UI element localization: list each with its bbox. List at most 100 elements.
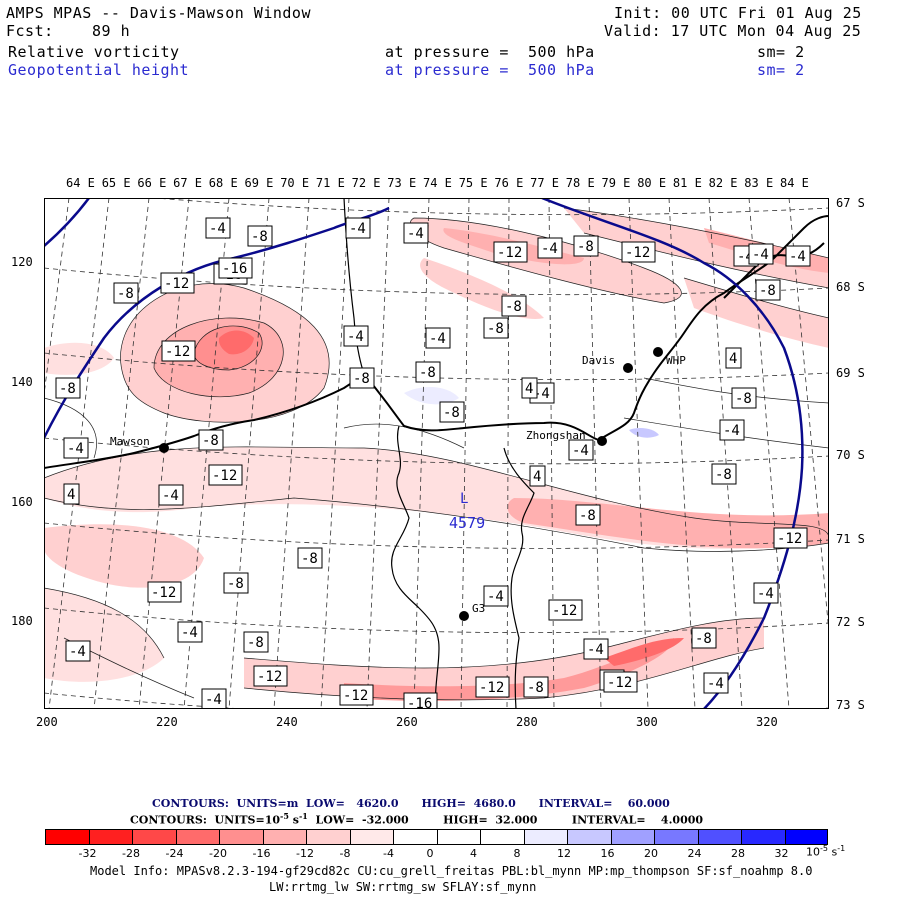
vorticity-contour-label-text: -8 — [227, 576, 244, 592]
vorticity-contour-label: -8 — [755, 279, 781, 301]
vorticity-contour-label-text: -4 — [181, 625, 198, 641]
colorbar-swatch — [132, 829, 176, 845]
x-tick-label: 280 — [516, 715, 538, 729]
vorticity-contour-label: -4 — [158, 484, 184, 506]
vorticity-contour-label-text: -8 — [505, 299, 522, 315]
vorticity-contour-label-text: -8 — [59, 381, 76, 397]
y-tick-label: 180 — [11, 614, 33, 628]
vorticity-contour-label-text: -8 — [695, 631, 712, 647]
vorticity-contour-label-text: -12 — [479, 680, 504, 696]
colorbar-tick-label: 8 — [513, 847, 521, 860]
longitude-tick-label: 78 E — [565, 176, 595, 190]
geopotential-height-contours — [44, 198, 804, 709]
vorticity-contour-label: -4 — [719, 419, 745, 441]
valid-time: Valid: 17 UTC Mon 04 Aug 25 — [604, 22, 862, 40]
vorticity-contour-label-text: -12 — [552, 603, 577, 619]
longitude-tick-label: 81 E — [672, 176, 702, 190]
colorbar-swatch — [306, 829, 350, 845]
colorbar-unit-base: 10 — [806, 845, 820, 859]
plot-title: AMPS MPAS -- Davis-Mawson Window — [6, 4, 311, 22]
x-tick-label: 320 — [756, 715, 778, 729]
colorbar-tick-label: 4 — [470, 847, 477, 860]
vorticity-contour-label: -12 — [208, 464, 243, 486]
vorticity-contour-label-text: -4 — [429, 331, 446, 347]
vorticity-contour-label-text: 4 — [67, 487, 75, 503]
vorticity-contour-label-text: -8 — [577, 239, 594, 255]
forecast-label: Fcst: — [6, 22, 54, 40]
colorbar-tick-label: 28 — [731, 847, 745, 860]
colorbar-tick-label: 12 — [557, 847, 571, 860]
low-center-value: 4579 — [449, 514, 485, 532]
longitude-tick-label: 84 E — [780, 176, 809, 190]
colorbar-swatch — [697, 829, 741, 845]
vorticity-contour-label-text: -4 — [541, 241, 558, 257]
colorbar-tick-label: 20 — [644, 847, 658, 860]
vorticity-contour-label-text: -4 — [757, 586, 774, 602]
vorticity-contour-label-text: -8 — [735, 391, 752, 407]
longitude-tick-label: 79 E — [601, 176, 631, 190]
colorbar-swatch — [480, 829, 524, 845]
vorticity-contour-label-text: 4 — [533, 469, 541, 485]
vorticity-contour-label: -4 — [201, 688, 227, 709]
vorticity-contour-label-text: -8 — [202, 433, 219, 449]
vorticity-contour-label-text: -4 — [723, 423, 740, 439]
forecast-hour: 89 h — [92, 22, 131, 40]
vorticity-contour-label: -8 — [711, 463, 737, 485]
longitude-tick-label: 72 E — [351, 176, 381, 190]
station-g3-marker — [459, 611, 469, 621]
vorticity-contour-label-text: -12 — [343, 688, 368, 704]
vorticity-contour-label-text: -4 — [752, 247, 769, 263]
vorticity-contour-label: -8 — [439, 401, 465, 423]
longitude-tick-label: 69 E — [244, 176, 274, 190]
longitude-tick-label: 68 E — [208, 176, 238, 190]
longitude-tick-label: 64 E — [66, 176, 95, 190]
vorticity-contour-label: -8 — [297, 547, 323, 569]
longitude-tick-label: 71 E — [315, 176, 345, 190]
longitude-tick-label: 83 E — [744, 176, 774, 190]
vorticity-contour-label: -8 — [731, 387, 757, 409]
init-time: Init: 00 UTC Fri 01 Aug 25 — [614, 4, 862, 22]
vorticity-contour-label: -16 — [403, 692, 438, 709]
vorticity-contour-info: CONTOURS: UNITS=10-5 s-1 LOW= -32.000 HI… — [130, 811, 703, 827]
colorbar-swatch — [610, 829, 654, 845]
colorbar-swatch — [349, 829, 393, 845]
colorbar-swatch — [784, 829, 828, 845]
longitude-tick-label: 80 E — [637, 176, 667, 190]
vorticity-contour-label: -8 — [691, 627, 717, 649]
vorticity-contour-label: -4 — [343, 325, 369, 347]
field2-name: Geopotential height — [8, 61, 190, 79]
vorticity-contour-label-text: -4 — [572, 443, 589, 459]
field1-level: at pressure = 500 hPa — [385, 43, 595, 61]
vorticity-contour-label: -12 — [621, 241, 656, 263]
station-zhongshan-marker — [597, 436, 607, 446]
longitude-tick-label: 74 E — [423, 176, 452, 190]
vorticity-contour-label: -4 — [205, 217, 231, 239]
vorticity-contour-label-text: 4 — [525, 381, 533, 397]
longitude-tick-label: 67 E — [173, 176, 202, 190]
colorbar-swatch — [523, 829, 567, 845]
vorticity-contour-label-text: -8 — [419, 365, 436, 381]
vorticity-contour-label: -12 — [603, 671, 638, 693]
vorticity-contour-label: -4 — [425, 327, 451, 349]
vorticity-contour-label-text: -12 — [165, 344, 190, 360]
field1-name: Relative vorticity — [8, 43, 180, 61]
colorbar-tick-label: -16 — [252, 847, 271, 860]
vorticity-contour-label-text: -12 — [625, 245, 650, 261]
latitude-tick-label: 67 S — [836, 196, 865, 210]
field2-smoothing: sm= 2 — [757, 61, 805, 79]
vorticity-units-text: CONTOURS: UNITS=10 — [130, 813, 281, 827]
vorticity-contour-label: -12 — [147, 581, 182, 603]
colorbar-tick-label: -8 — [339, 847, 351, 860]
colorbar-swatch — [654, 829, 698, 845]
longitude-tick-label: 82 E — [708, 176, 738, 190]
vorticity-contour-label: -12 — [493, 241, 528, 263]
colorbar-tick-label: -24 — [165, 847, 184, 860]
vorticity-contour-label-text: -12 — [257, 669, 282, 685]
vorticity-contour-label-text: -12 — [151, 585, 176, 601]
vorticity-contour-label: -4 — [63, 437, 89, 459]
longitude-tick-label: 77 E — [530, 176, 559, 190]
vorticity-contour-label: 4 — [725, 347, 742, 369]
vorticity-contour-label: -4 — [568, 439, 594, 461]
longitude-tick-label: 66 E — [137, 176, 167, 190]
map-frame — [44, 198, 829, 709]
